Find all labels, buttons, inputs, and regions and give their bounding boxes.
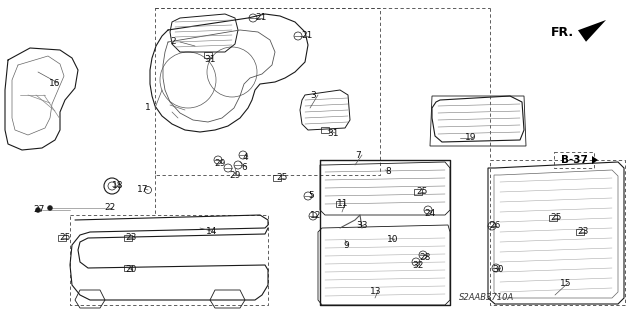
Bar [124, 265, 132, 271]
Text: 8: 8 [385, 167, 391, 175]
Text: 24: 24 [424, 209, 436, 218]
Bar [576, 229, 584, 235]
Text: 10: 10 [387, 235, 399, 244]
Text: 11: 11 [337, 199, 349, 209]
Text: 33: 33 [356, 221, 368, 231]
Text: 9: 9 [343, 241, 349, 249]
Text: 28: 28 [419, 254, 431, 263]
Text: 17: 17 [137, 184, 148, 194]
Text: 25: 25 [60, 234, 70, 242]
Text: 7: 7 [355, 151, 361, 160]
Text: 1: 1 [145, 103, 151, 113]
Bar [58, 235, 66, 241]
Text: 27: 27 [33, 205, 45, 214]
Bar [414, 189, 422, 195]
Text: 29: 29 [214, 159, 226, 167]
Bar [273, 175, 281, 181]
Circle shape [35, 207, 40, 212]
Text: 5: 5 [308, 191, 314, 201]
Text: 13: 13 [371, 286, 381, 295]
Text: 21: 21 [255, 13, 267, 23]
Text: 23: 23 [577, 227, 589, 236]
Bar [549, 215, 557, 221]
Text: S2AAB3710A: S2AAB3710A [460, 293, 515, 302]
Text: 12: 12 [310, 211, 322, 220]
Text: 25: 25 [550, 213, 562, 222]
Text: 26: 26 [490, 221, 500, 231]
Text: 32: 32 [412, 261, 424, 270]
Text: B-37: B-37 [561, 155, 588, 165]
Bar [204, 52, 212, 58]
Text: 6: 6 [241, 162, 247, 172]
Polygon shape [578, 20, 606, 42]
Text: 22: 22 [104, 204, 116, 212]
Text: 31: 31 [204, 55, 216, 63]
Text: 3: 3 [310, 91, 316, 100]
Circle shape [47, 205, 52, 211]
Text: 18: 18 [112, 182, 124, 190]
Text: 15: 15 [560, 278, 572, 287]
Text: 21: 21 [301, 32, 313, 41]
Bar [321, 127, 329, 133]
Text: FR.: FR. [551, 26, 574, 40]
Text: 31: 31 [327, 129, 339, 137]
Bar [336, 201, 344, 207]
Text: 23: 23 [125, 234, 137, 242]
Text: 30: 30 [492, 265, 504, 275]
Text: 2: 2 [170, 38, 176, 47]
Bar [124, 235, 132, 241]
Text: 4: 4 [242, 152, 248, 161]
Text: 19: 19 [465, 133, 477, 143]
Text: 20: 20 [125, 265, 137, 275]
Polygon shape [592, 156, 598, 164]
Text: 25: 25 [276, 174, 288, 182]
Text: 29: 29 [229, 170, 241, 180]
Text: 25: 25 [416, 188, 428, 197]
Text: 16: 16 [49, 78, 61, 87]
Text: 14: 14 [206, 227, 218, 236]
